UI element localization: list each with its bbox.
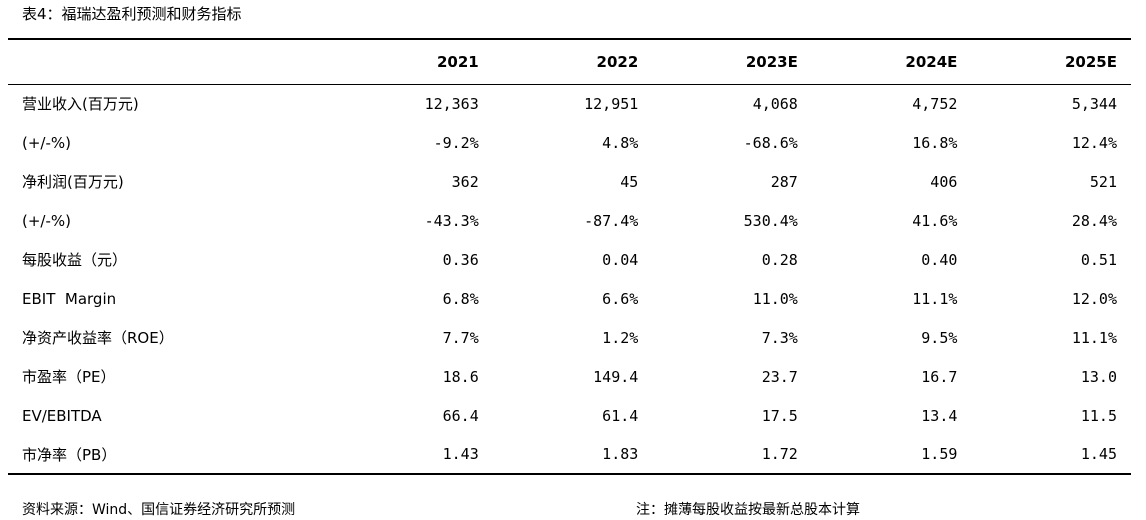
value-cell: 362 xyxy=(451,172,479,191)
value-cell: 12,951 xyxy=(584,94,639,113)
value-cell: 0.36 xyxy=(442,250,479,269)
row-label: 净资产收益率（ROE） xyxy=(22,329,174,347)
value-cell: 1.83 xyxy=(492,435,653,475)
table-row: 净资产收益率（ROE） 7.7% 1.2% 7.3% 9.5% 11.1% xyxy=(8,318,1131,357)
value-cell: 45 xyxy=(620,172,639,191)
row-label: 净利润(百万元) xyxy=(22,173,124,191)
table-row: (+/-%) -9.2% 4.8% -68.6% 16.8% 12.4% xyxy=(8,123,1131,162)
table-row: 市净率（PB） 1.43 1.83 1.72 1.59 1.45 xyxy=(8,435,1131,475)
value-cell: 6.8% xyxy=(442,289,479,308)
header-year-cell: 2025E xyxy=(971,38,1131,85)
value-cell: 149.4 xyxy=(593,367,639,386)
value-cell: 13.0 xyxy=(1080,367,1117,386)
value-cell: 12.0% xyxy=(1071,289,1117,308)
header-label-cell xyxy=(8,38,334,85)
row-label: (+/-%) xyxy=(22,133,71,152)
value-cell: 1.72 xyxy=(652,435,812,475)
value-cell: -9.2% xyxy=(433,133,479,152)
row-label: EBIT Margin xyxy=(22,289,117,308)
row-label: 营业收入(百万元) xyxy=(22,95,139,114)
value-cell: 17.5 xyxy=(761,406,798,425)
forecast-table: 2021 2022 2023E 2024E 2025E 营业收入(百万元) 12… xyxy=(8,38,1131,475)
value-cell: 18.6 xyxy=(442,367,479,386)
value-cell: -87.4% xyxy=(584,211,639,230)
value-cell: 0.04 xyxy=(602,250,639,269)
value-cell: 4,752 xyxy=(912,94,958,113)
value-cell: 4.8% xyxy=(602,133,639,152)
value-cell: 0.40 xyxy=(921,250,958,269)
value-cell: 11.5 xyxy=(1080,406,1117,425)
value-cell: 530.4% xyxy=(743,211,798,230)
value-cell: 11.1% xyxy=(912,289,958,308)
value-cell: 16.8% xyxy=(912,133,958,152)
value-cell: 23.7 xyxy=(761,367,798,386)
value-cell: 41.6% xyxy=(912,211,958,230)
header-year-cell: 2024E xyxy=(811,38,972,85)
value-cell: -43.3% xyxy=(424,211,479,230)
value-cell: 66.4 xyxy=(442,406,479,425)
row-label: 每股收益（元） xyxy=(22,251,128,269)
value-cell: 0.28 xyxy=(761,250,798,269)
row-label: 市净率（PB） xyxy=(8,435,334,475)
value-cell: 28.4% xyxy=(1071,211,1117,230)
value-cell: 13.4 xyxy=(921,406,958,425)
value-cell: 7.7% xyxy=(442,328,479,347)
table-row: 营业收入(百万元) 12,363 12,951 4,068 4,752 5,34… xyxy=(8,84,1131,123)
table-row: EV/EBITDA 66.4 61.4 17.5 13.4 11.5 xyxy=(8,396,1131,435)
eps-note: 注：摊薄每股收益按最新总股本计算 xyxy=(636,502,860,518)
value-cell: 12,363 xyxy=(424,94,479,113)
table-row: 市盈率（PE） 18.6 149.4 23.7 16.7 13.0 xyxy=(8,357,1131,396)
value-cell: 4,068 xyxy=(752,94,798,113)
value-cell: 11.0% xyxy=(752,289,798,308)
value-cell: 1.2% xyxy=(602,328,639,347)
header-year-cell: 2023E xyxy=(652,38,812,85)
value-cell: 1.59 xyxy=(811,435,972,475)
source-note: 资料来源：Wind、国信证券经济研究所预测 xyxy=(22,502,296,518)
value-cell: 9.5% xyxy=(921,328,958,347)
value-cell: 7.3% xyxy=(761,328,798,347)
row-label: (+/-%) xyxy=(22,211,71,230)
header-year-cell: 2022 xyxy=(492,38,653,85)
header-year-cell: 2021 xyxy=(333,38,493,85)
table-row: EBIT Margin 6.8% 6.6% 11.0% 11.1% 12.0% xyxy=(8,279,1131,318)
table-row: 每股收益（元） 0.36 0.04 0.28 0.40 0.51 xyxy=(8,240,1131,279)
table-header-row: 2021 2022 2023E 2024E 2025E xyxy=(8,38,1131,85)
table-row: (+/-%) -43.3% -87.4% 530.4% 41.6% 28.4% xyxy=(8,201,1131,240)
value-cell: 5,344 xyxy=(1071,94,1117,113)
value-cell: 521 xyxy=(1089,172,1117,191)
forecast-table-container: 2021 2022 2023E 2024E 2025E 营业收入(百万元) 12… xyxy=(8,38,1131,475)
value-cell: 1.45 xyxy=(971,435,1131,475)
table-row: 净利润(百万元) 362 45 287 406 521 xyxy=(8,162,1131,201)
value-cell: 6.6% xyxy=(602,289,639,308)
value-cell: 16.7 xyxy=(921,367,958,386)
value-cell: 0.51 xyxy=(1080,250,1117,269)
value-cell: 12.4% xyxy=(1071,133,1117,152)
row-label: EV/EBITDA xyxy=(22,406,102,425)
value-cell: 1.43 xyxy=(333,435,493,475)
value-cell: 61.4 xyxy=(602,406,639,425)
value-cell: 11.1% xyxy=(1071,328,1117,347)
value-cell: 406 xyxy=(930,172,958,191)
value-cell: 287 xyxy=(770,172,798,191)
table-caption: 表4：福瑞达盈利预测和财务指标 xyxy=(22,5,242,23)
row-label: 市盈率（PE） xyxy=(22,368,116,386)
value-cell: -68.6% xyxy=(743,133,798,152)
